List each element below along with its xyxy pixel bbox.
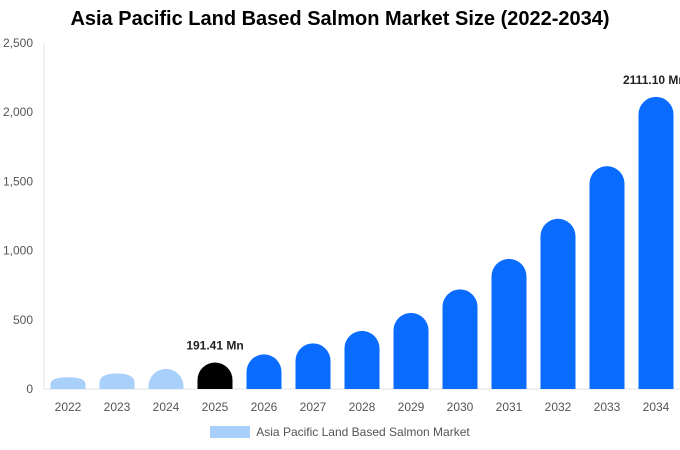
legend-swatch [210, 426, 251, 438]
bar-2032 [540, 218, 576, 389]
x-tick-label: 2027 [300, 400, 327, 414]
bar-2034 [638, 96, 674, 389]
y-tick-label: 2,500 [3, 36, 33, 50]
y-tick-label: 500 [13, 313, 33, 327]
y-tick-label: 1,500 [3, 174, 33, 188]
x-tick-label: 2033 [594, 400, 621, 414]
x-tick-label: 2028 [349, 400, 376, 414]
y-tick-label: 0 [26, 382, 33, 396]
bar-2025 [197, 362, 233, 389]
x-tick-label: 2025 [202, 400, 229, 414]
x-tick-label: 2026 [251, 400, 278, 414]
x-tick-label: 2024 [153, 400, 180, 414]
x-tick-label: 2030 [447, 400, 474, 414]
bar-2027 [295, 343, 331, 389]
data-label-2034: 2111.10 Mn [623, 73, 680, 87]
y-tick-label: 2,000 [3, 105, 33, 119]
legend: Asia Pacific Land Based Salmon Market [0, 425, 680, 439]
data-label-2025: 191.41 Mn [186, 339, 243, 353]
x-tick-label: 2022 [55, 400, 82, 414]
x-tick-label: 2034 [643, 400, 670, 414]
x-tick-label: 2031 [496, 400, 523, 414]
bar-2023 [99, 373, 135, 389]
bar-2028 [344, 330, 380, 389]
legend-label: Asia Pacific Land Based Salmon Market [256, 425, 470, 439]
bar-2026 [246, 354, 282, 389]
bar-2030 [442, 289, 478, 389]
y-tick-label: 1,000 [3, 244, 33, 258]
x-tick-label: 2032 [545, 400, 572, 414]
bar-2029 [393, 312, 429, 389]
bar-2033 [589, 166, 625, 389]
x-tick-label: 2023 [104, 400, 131, 414]
bar-2031 [491, 258, 527, 389]
bar-2024 [148, 368, 184, 389]
bar-2022 [50, 377, 86, 389]
chart-title: Asia Pacific Land Based Salmon Market Si… [70, 8, 610, 30]
x-tick-label: 2029 [398, 400, 425, 414]
